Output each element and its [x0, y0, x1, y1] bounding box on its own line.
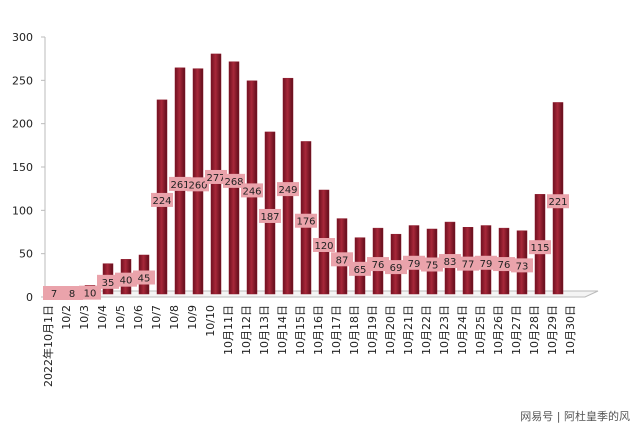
- x-tick-label: 10月23日: [438, 305, 451, 355]
- y-tick-label: 100: [12, 204, 33, 217]
- x-tick-label: 10月22日: [420, 305, 433, 355]
- value-label-box: [403, 255, 425, 270]
- value-label: 73: [516, 261, 529, 272]
- value-label: 69: [390, 263, 403, 274]
- y-tick-label: 250: [12, 74, 33, 87]
- value-label-box: [115, 272, 137, 287]
- x-tick-label: 10月24日: [456, 305, 469, 355]
- x-tick-label: 10月19日: [366, 305, 379, 355]
- value-label-box: [241, 183, 263, 198]
- y-tick-label: 50: [19, 248, 33, 261]
- x-tick-label: 10/3: [78, 305, 91, 330]
- value-label-box: [493, 257, 515, 272]
- value-label-box: [349, 261, 371, 276]
- value-label: 45: [138, 274, 151, 285]
- x-tick-label: 10月18日: [348, 305, 361, 355]
- value-label: 176: [296, 217, 315, 228]
- value-label-box: [205, 169, 227, 184]
- value-label: 277: [206, 173, 225, 184]
- value-label-box: [187, 177, 209, 192]
- x-tick-label: 10/4: [96, 305, 109, 330]
- value-label-box: [529, 240, 551, 255]
- x-tick-label: 10/6: [132, 305, 145, 330]
- x-tick-label: 10月21日: [402, 305, 415, 355]
- x-tick-label: 10月17日: [330, 305, 343, 355]
- x-tick-label: 10月27日: [510, 305, 523, 355]
- value-label: 10: [84, 289, 97, 300]
- x-tick-label: 2022年10月1日: [41, 305, 55, 387]
- y-tick-label: 200: [12, 118, 33, 131]
- x-tick-label: 10月11日: [222, 305, 235, 355]
- value-label-box: [421, 257, 443, 272]
- x-tick-label: 10月26日: [492, 305, 505, 355]
- value-label-box: [475, 255, 497, 270]
- y-tick-label: 300: [12, 31, 33, 44]
- value-label: 246: [242, 186, 261, 197]
- value-label-box: [511, 258, 533, 273]
- value-label: 221: [548, 197, 567, 208]
- value-label: 76: [372, 260, 385, 271]
- x-tick-label: 10月28日: [528, 305, 541, 355]
- x-tick-label: 10月29日: [546, 305, 559, 355]
- value-label: 35: [102, 278, 115, 289]
- value-label-box: [169, 176, 191, 191]
- x-tick-label: 10月16日: [312, 305, 325, 355]
- value-label-box: [79, 285, 101, 300]
- value-label-box: [439, 254, 461, 269]
- value-label: 79: [480, 259, 493, 270]
- value-label: 87: [336, 255, 349, 266]
- value-label-box: [151, 192, 173, 207]
- x-tick-label: 10月12日: [240, 305, 253, 355]
- value-label-box: [457, 256, 479, 271]
- value-label-box: [223, 173, 245, 188]
- y-tick-label: 0: [26, 291, 33, 304]
- value-label-box: [61, 286, 83, 300]
- value-label: 8: [69, 289, 75, 300]
- value-label-box: [259, 208, 281, 223]
- value-label: 187: [260, 212, 279, 223]
- x-tick-label: 10/8: [168, 305, 181, 330]
- value-label-box: [277, 182, 299, 197]
- value-label: 261: [170, 180, 189, 191]
- value-label: 115: [530, 243, 549, 254]
- value-label-box: [385, 260, 407, 275]
- y-tick-label: 150: [12, 161, 33, 174]
- x-tick-label: 10/5: [114, 305, 127, 330]
- value-label-box: [97, 274, 119, 289]
- x-tick-label: 10/2: [60, 305, 73, 330]
- value-label-box: [547, 194, 569, 209]
- x-tick-label: 10月14日: [276, 305, 289, 355]
- value-label: 65: [354, 265, 367, 276]
- value-label-box: [133, 270, 155, 285]
- x-tick-label: 10/7: [150, 305, 163, 330]
- x-tick-label: 10/10: [204, 305, 217, 337]
- value-label-box: [367, 257, 389, 272]
- value-label: 79: [408, 259, 421, 270]
- value-label: 83: [444, 257, 457, 268]
- value-label: 40: [120, 276, 133, 287]
- value-label: 7: [51, 289, 57, 300]
- value-label: 77: [462, 260, 475, 271]
- value-label: 249: [278, 185, 297, 196]
- x-tick-label: 10月25日: [474, 305, 487, 355]
- x-tick-label: 10月20日: [384, 305, 397, 355]
- watermark: 网易号 | 阿杜皇季的风: [520, 409, 630, 423]
- value-label: 268: [224, 177, 243, 188]
- value-label-box: [43, 286, 65, 300]
- value-label: 120: [314, 241, 333, 252]
- value-label-box: [331, 252, 353, 267]
- x-tick-label: 10月15日: [294, 305, 307, 355]
- x-tick-label: 10月13日: [258, 305, 271, 355]
- value-label: 76: [498, 260, 511, 271]
- value-label: 75: [426, 261, 439, 272]
- value-label: 260: [188, 180, 207, 191]
- value-label: 224: [152, 196, 171, 207]
- value-label-box: [295, 213, 317, 228]
- x-tick-label: 10/9: [186, 305, 199, 330]
- value-label-box: [313, 238, 335, 252]
- x-tick-label: 10月30日: [564, 305, 577, 355]
